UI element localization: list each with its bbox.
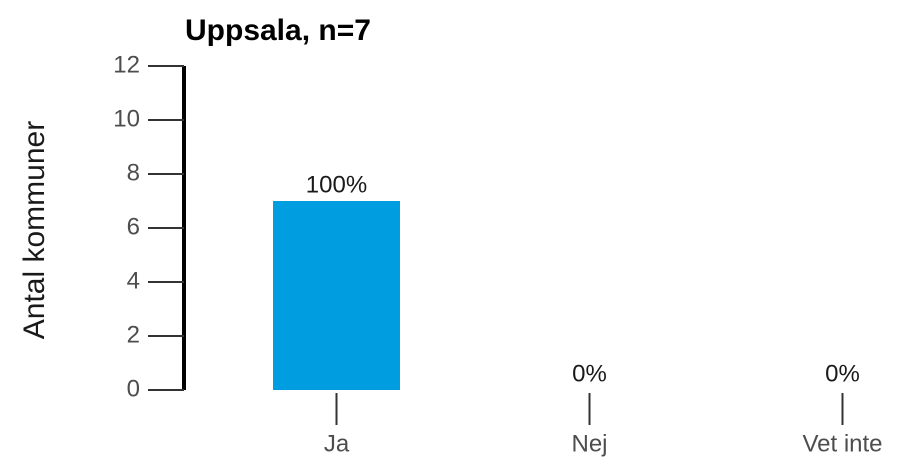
y-tick-label: 4 xyxy=(127,267,140,294)
bar xyxy=(273,201,400,390)
x-tick-label: Nej xyxy=(571,430,607,457)
chart-title: Uppsala, n=7 xyxy=(185,14,371,47)
data-label: 0% xyxy=(572,360,607,387)
y-tick-label: 12 xyxy=(113,51,140,78)
data-label: 100% xyxy=(306,171,367,198)
y-tick-label: 8 xyxy=(127,159,140,186)
y-axis-label: Antal kommuner xyxy=(18,121,51,339)
y-tick-label: 0 xyxy=(127,375,140,402)
x-tick-label: Ja xyxy=(324,430,350,457)
x-tick-label: Vet inte xyxy=(802,430,882,457)
data-label: 0% xyxy=(825,360,860,387)
y-tick-label: 2 xyxy=(127,321,140,348)
y-tick-label: 6 xyxy=(127,213,140,240)
y-tick-label: 10 xyxy=(113,105,140,132)
